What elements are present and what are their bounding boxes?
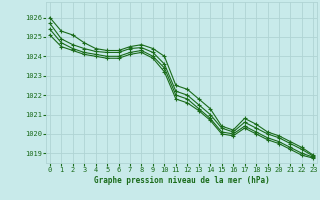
X-axis label: Graphe pression niveau de la mer (hPa): Graphe pression niveau de la mer (hPa) — [94, 176, 269, 185]
